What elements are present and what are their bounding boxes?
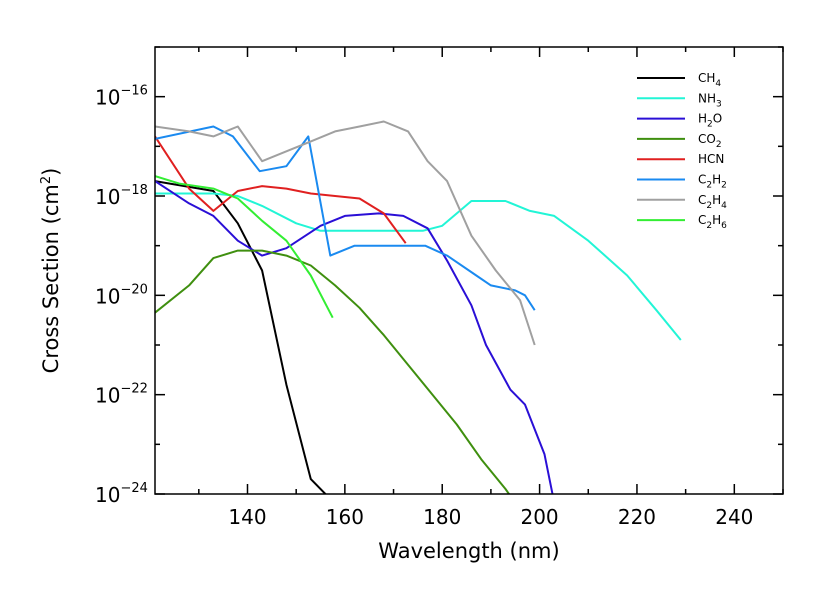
legend-label-h2o: H2O <box>698 112 722 130</box>
y-axis-title: Cross Section (cm2) <box>39 168 63 374</box>
x-tick-label: 140 <box>228 505 266 529</box>
series-line-hcn <box>155 135 407 244</box>
x-tick-label: 180 <box>423 505 461 529</box>
legend-label-hcn: HCN <box>698 152 724 166</box>
legend-label-nh3: NH3 <box>698 91 722 109</box>
x-tick-label: 220 <box>618 505 656 529</box>
legend-label-ch4: CH4 <box>698 71 721 89</box>
x-axis-title: Wavelength (nm) <box>378 539 559 563</box>
series-line-ch4 <box>155 180 327 494</box>
legend-label-c2h4: C2H4 <box>698 193 727 211</box>
series-line-h2o <box>155 180 554 494</box>
series-line-nh3 <box>155 192 682 341</box>
series-line-co2 <box>155 249 511 494</box>
axis-ticks <box>155 46 784 495</box>
y-tick-label: 10−20 <box>95 282 148 308</box>
y-tick-label: 10−24 <box>95 481 148 507</box>
plot-frame <box>154 46 784 495</box>
legend-label-c2h2: C2H2 <box>698 173 727 191</box>
x-tick-label: 160 <box>326 505 364 529</box>
x-tick-label: 200 <box>520 505 558 529</box>
y-tick-label: 10−22 <box>95 382 148 408</box>
series-line-c2h6 <box>155 175 334 319</box>
plot-lines <box>155 120 682 494</box>
x-tick-label: 240 <box>715 505 753 529</box>
y-tick-label: 10−16 <box>95 84 148 110</box>
series-line-c2h2 <box>155 125 536 311</box>
legend-label-c2h6: C2H6 <box>698 213 727 231</box>
legend-label-co2: CO2 <box>698 132 722 150</box>
series-line-c2h4 <box>155 120 536 346</box>
x-tick-labels: 140 160 180 200 220 240 <box>228 505 753 529</box>
y-tick-labels: 10−16 10−18 10−20 10−22 10−24 <box>95 84 148 507</box>
y-tick-label: 10−18 <box>95 183 148 209</box>
legend: CH4 NH3 H2O CO2 HCN C2H2 C2H4 C2H6 <box>637 71 727 231</box>
